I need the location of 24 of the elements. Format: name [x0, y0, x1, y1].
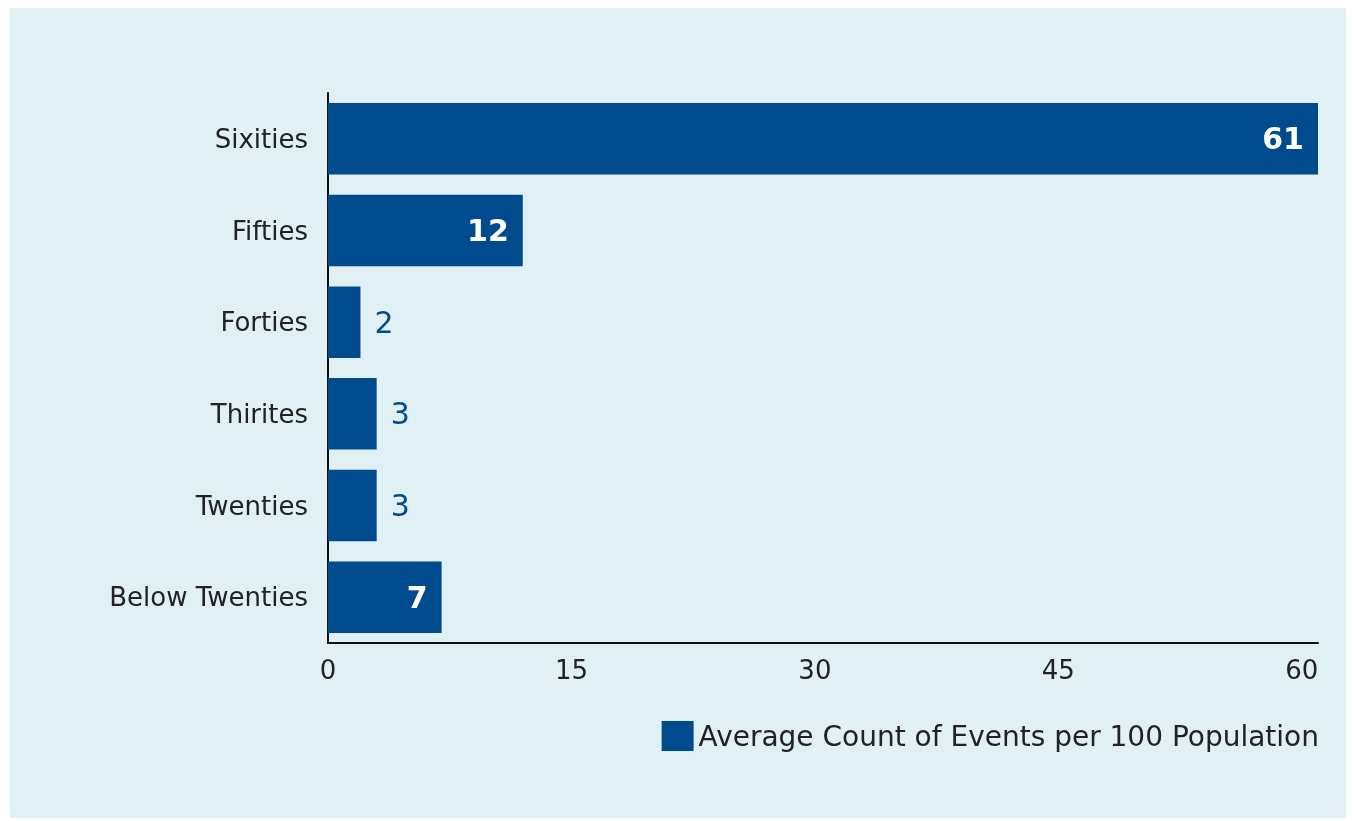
bar [328, 561, 442, 633]
data-label: 3 [390, 488, 410, 523]
x-tick-label: 60 [1285, 655, 1319, 685]
y-tick-label: Sixities [214, 123, 308, 154]
y-tick-label: Thirites [209, 398, 308, 429]
legend-label: Average Count of Events per 100 Population [698, 719, 1319, 753]
data-label: 2 [374, 304, 394, 340]
bar [328, 194, 523, 267]
x-tick-label: 0 [319, 655, 337, 685]
data-label: 7 [406, 579, 428, 615]
y-tick-label: Fifties [232, 215, 308, 246]
y-tick-label: Below Twenties [109, 582, 308, 613]
x-tick-label: 15 [554, 655, 588, 685]
x-tick-label: 30 [798, 655, 832, 685]
bar [328, 103, 1318, 175]
data-label: 12 [467, 213, 509, 248]
data-label: 3 [390, 396, 410, 432]
bar [328, 378, 377, 450]
y-tick-label: Forties [220, 307, 308, 338]
y-tick-label: Twenties [194, 490, 308, 521]
bar [328, 286, 361, 358]
x-tick-label: 45 [1041, 655, 1075, 685]
bar [328, 469, 377, 542]
data-label: 61 [1262, 121, 1304, 157]
